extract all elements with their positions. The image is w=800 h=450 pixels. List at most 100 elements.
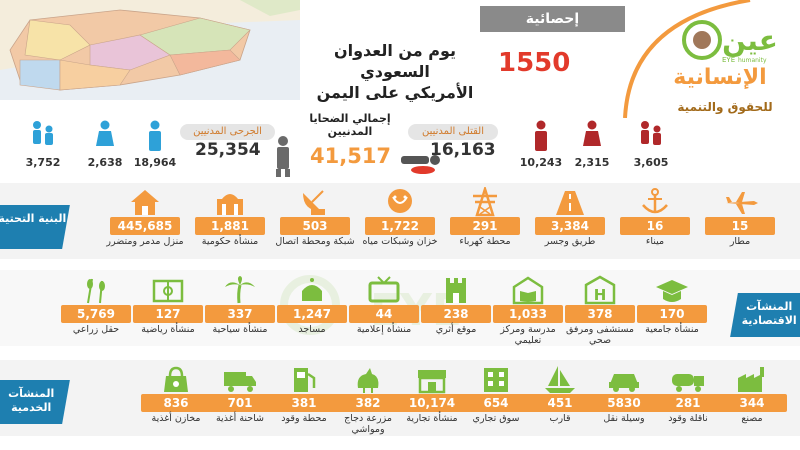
injured-person-icon <box>276 136 290 177</box>
airplane-icon <box>722 187 758 217</box>
stat-value: 654 <box>461 394 531 412</box>
wounded-value: 25,354 <box>195 140 261 160</box>
tv-icon <box>366 275 402 305</box>
section-label-economic: المنشآت الاقتصادية <box>730 293 800 337</box>
stat-item: 238 موقع أثري <box>416 275 496 351</box>
stat-value: 1,881 <box>195 217 265 235</box>
stat-label: موقع أثري <box>435 324 477 335</box>
stat-value: 1,247 <box>277 305 347 323</box>
historic-site-icon <box>438 275 474 305</box>
stat-value: 16 <box>620 217 690 235</box>
stat-value: 1,722 <box>365 217 435 235</box>
stadium-icon <box>150 275 186 305</box>
stat-label: مصنع <box>741 413 763 424</box>
section-label-economic-text: المنشآت الاقتصادية <box>741 300 797 327</box>
wounded-women-icon <box>96 120 114 146</box>
svg-text:EYE: EYE <box>722 56 735 64</box>
stat-item: 1,722 خزان وشبكات مياه <box>360 187 440 263</box>
stat-value: 5830 <box>589 394 659 412</box>
stat-item: 3,384 طريق وجسر <box>530 187 610 263</box>
killed-women-icon <box>583 120 601 146</box>
stat-value: 238 <box>421 305 491 323</box>
stat-label: وسيلة نقل <box>603 413 645 424</box>
stat-item: 503 شبكة ومحطة اتصال <box>275 187 355 263</box>
svg-text:humanity: humanity <box>738 57 767 64</box>
stat-label: شبكة ومحطة اتصال <box>275 236 355 247</box>
stat-item: 445,685 منزل مدمر ومتضرر <box>105 187 185 263</box>
stat-label: ناقلة وقود <box>668 413 708 424</box>
stat-label: خزان وشبكات مياه <box>362 236 438 247</box>
government-building-icon <box>212 187 248 217</box>
fuel-pump-icon <box>286 364 322 394</box>
stat-value: 382 <box>333 394 403 412</box>
stat-value: 344 <box>717 394 787 412</box>
stat-label: مستشفى ومرفق صحي <box>565 324 635 346</box>
svg-text:الإنسانية: الإنسانية <box>673 65 766 90</box>
water-tank-icon <box>382 187 418 217</box>
road-icon <box>552 187 588 217</box>
stat-item: H 378 مستشفى ومرفق صحي <box>560 275 640 351</box>
stat-item: 451 قارب <box>520 364 600 440</box>
stat-value: 451 <box>525 394 595 412</box>
wheat-icon <box>78 275 114 305</box>
stat-item: 44 منشأة إعلامية <box>344 275 424 351</box>
stat-value: 1,033 <box>493 305 563 323</box>
food-store-icon <box>158 364 194 394</box>
stat-value: 337 <box>205 305 275 323</box>
stat-item: 701 شاحنة أغذية <box>200 364 280 440</box>
wounded-children-icon <box>33 121 53 145</box>
graduation-cap-icon <box>654 275 690 305</box>
days-count: 1550 <box>498 48 571 78</box>
stat-value: 10,174 <box>397 394 467 412</box>
stat-item: 1,247 مساجد <box>272 275 352 351</box>
stat-item: 654 سوق تجاري <box>456 364 536 440</box>
stat-item: 344 مصنع <box>712 364 792 440</box>
stat-item: 15 مطار <box>700 187 780 263</box>
wounded-children-count: 3,752 <box>25 156 61 169</box>
killed-children-count: 3,605 <box>633 156 669 169</box>
factory-icon <box>734 364 770 394</box>
wounded-label: الجرحى المدنيين <box>180 124 275 140</box>
stat-label: محطة كهرباء <box>459 236 511 247</box>
satellite-dish-icon <box>297 187 333 217</box>
stat-item: 5,769 حقل زراعي <box>56 275 136 351</box>
wounded-women-count: 2,638 <box>87 156 123 169</box>
svg-text:H: H <box>594 286 607 304</box>
stat-value: 381 <box>269 394 339 412</box>
stat-item: 5830 وسيلة نقل <box>584 364 664 440</box>
stat-label: طريق وجسر <box>544 236 596 247</box>
wounded-men-count: 18,964 <box>133 156 177 169</box>
killed-value: 16,163 <box>430 140 496 160</box>
section-label-services-text: المنشآت الخدمية <box>8 387 55 414</box>
stat-item: 170 منشأة جامعية <box>632 275 712 351</box>
stat-label: مساجد <box>298 324 326 335</box>
hospital-icon: H <box>582 275 618 305</box>
stat-item: 291 محطة كهرباء <box>445 184 525 263</box>
stat-item: 381 محطة وقود <box>264 364 344 440</box>
stat-value: 44 <box>349 305 419 323</box>
killed-men-icon <box>535 120 547 151</box>
headline-line-2: الأمريكي على اليمن <box>316 83 474 102</box>
stat-value: 291 <box>450 217 520 235</box>
stat-label: حقل زراعي <box>72 324 120 335</box>
stat-item: 337 منشأة سياحية <box>200 275 280 351</box>
stat-label: مطار <box>729 236 751 247</box>
truck-icon <box>222 364 258 394</box>
stat-item: 836 مخازن أغذية <box>136 364 216 440</box>
stat-label: محطة وقود <box>281 413 327 424</box>
stat-value: 281 <box>653 394 723 412</box>
stat-label: مخازن أغذية <box>151 413 201 424</box>
total-victims-value: 41,517 <box>310 144 392 168</box>
stat-label: مزرعة دجاج ومواشي <box>344 413 392 435</box>
section-label-infrastructure-text: البنية التحتية <box>0 212 67 225</box>
stat-item: 1,881 منشأة حكومية <box>190 187 270 263</box>
stat-label: مدرسة ومركز تعليمي <box>500 324 556 346</box>
svg-text:عين: عين <box>722 24 778 57</box>
palm-tree-icon <box>222 275 258 305</box>
stat-label: منشأة حكومية <box>201 236 259 247</box>
stat-item: 16 ميناء <box>615 187 695 263</box>
market-building-icon <box>478 364 514 394</box>
section-label-infrastructure: البنية التحتية <box>0 205 70 249</box>
stat-label: منشأة إعلامية <box>356 324 412 335</box>
